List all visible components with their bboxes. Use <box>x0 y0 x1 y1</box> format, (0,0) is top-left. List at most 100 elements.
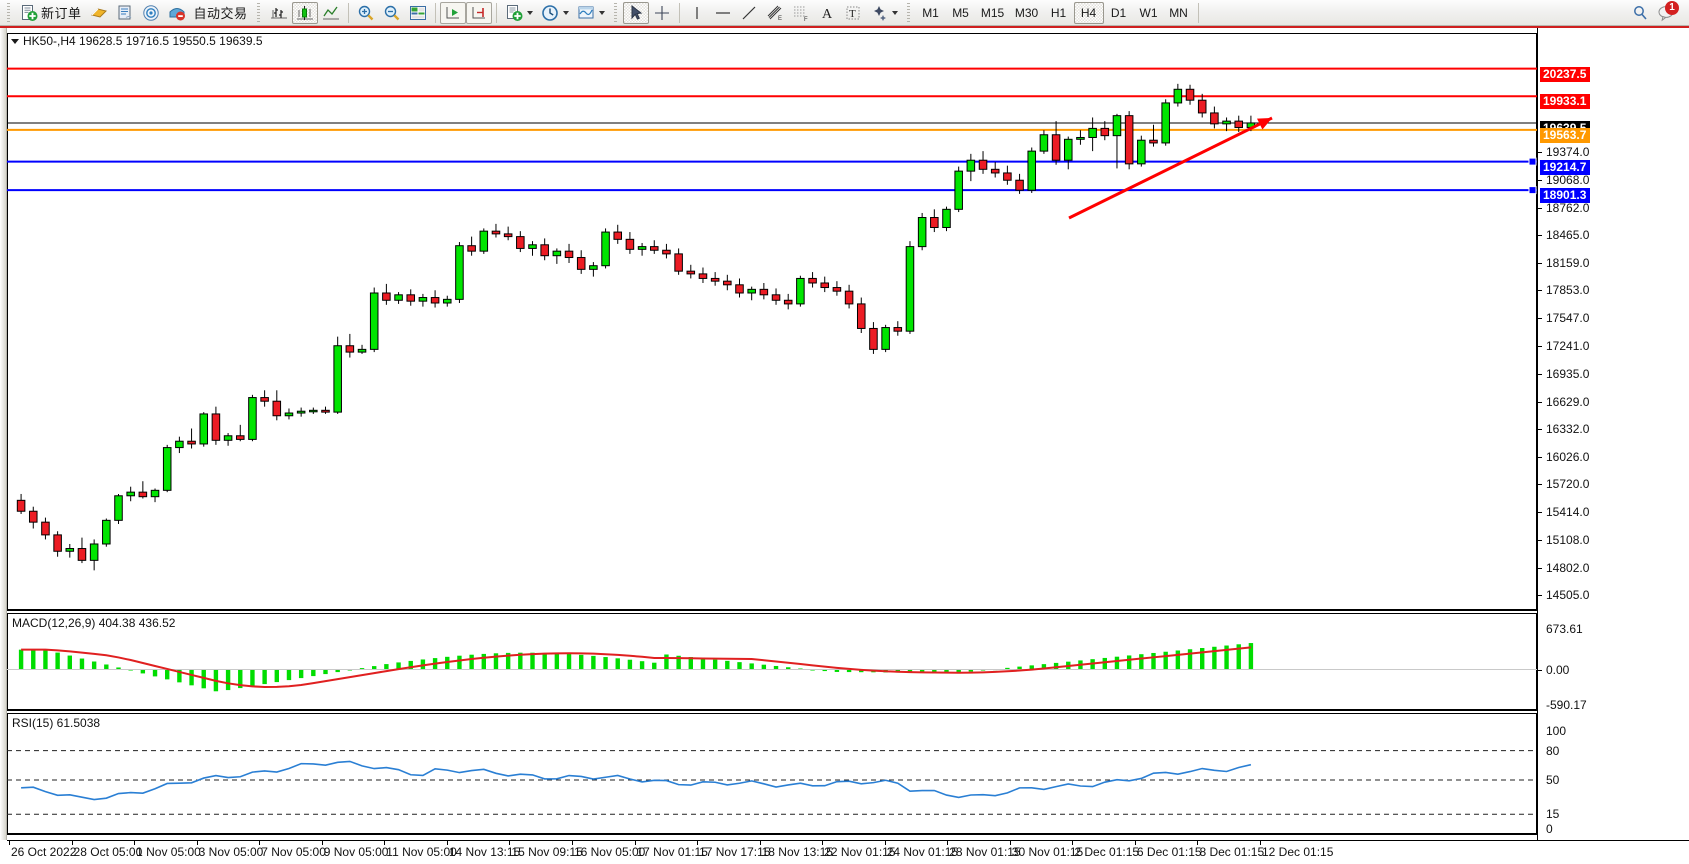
candle <box>162 444 172 493</box>
chart-vertical-scrollbar[interactable] <box>0 28 7 840</box>
candle <box>503 226 513 241</box>
price-axis[interactable]: 19374.0 19068.0 18762.0 18465.0 18159.0 17853… <box>1537 28 1689 840</box>
trendline-button[interactable] <box>736 2 762 24</box>
macd-histogram-bar <box>1151 652 1156 670</box>
notification-badge[interactable]: 1 <box>1657 0 1679 22</box>
macd-histogram-bar <box>530 652 535 670</box>
candle <box>1039 130 1049 154</box>
candle <box>735 278 744 298</box>
price-level-chip-resistance[interactable]: 20237.5 <box>1540 66 1591 82</box>
chart-window[interactable]: HK50-,H4 19628.5 19716.5 19550.5 19639.5… <box>0 26 1689 864</box>
timeframe-button-h1[interactable]: H1 <box>1044 2 1074 24</box>
toolbar-grip-2[interactable] <box>254 2 263 23</box>
horizontal-line-button[interactable] <box>710 2 736 24</box>
timeframe-button-h4[interactable]: H4 <box>1073 1 1104 24</box>
axis-tick <box>1538 179 1542 181</box>
zoom-out-button[interactable] <box>379 2 405 24</box>
candle <box>467 236 476 256</box>
price-axis-label: 15414.0 <box>1546 505 1590 520</box>
candle <box>1222 117 1231 132</box>
macd-histogram-bar <box>1126 655 1132 670</box>
signals-button[interactable] <box>138 2 164 24</box>
macd-histogram-bar <box>457 655 462 670</box>
trend-arrow[interactable] <box>1068 116 1273 220</box>
vertical-line-button[interactable] <box>684 2 710 24</box>
axis-tick <box>1538 207 1542 209</box>
chart-shift-end-button[interactable] <box>465 1 492 24</box>
fibonacci-button[interactable]: F <box>788 2 814 24</box>
chart-plot-area[interactable]: HK50-,H4 19628.5 19716.5 19550.5 19639.5… <box>7 28 1689 840</box>
shapes-button[interactable] <box>866 2 902 24</box>
notifications-button[interactable]: 1 <box>1653 0 1681 24</box>
timeframe-button-m5[interactable]: M5 <box>946 2 976 24</box>
macd-histogram-bar <box>932 669 937 673</box>
bar-chart-button[interactable] <box>266 2 292 24</box>
macd-histogram-bar <box>1041 664 1047 670</box>
price-level-chip-pivot[interactable]: 19563.7 <box>1540 127 1591 143</box>
auto-scroll-button[interactable] <box>439 1 466 24</box>
data-window-button[interactable] <box>112 2 138 24</box>
candle <box>1003 165 1012 185</box>
rsi-axis-label: 0 <box>1546 822 1553 836</box>
text-label-button[interactable]: T <box>840 2 866 24</box>
toolbar-grip-3[interactable] <box>611 2 620 23</box>
price-level-chip-support[interactable]: 19214.7 <box>1540 159 1591 175</box>
candle <box>53 531 62 557</box>
timeframe-button-d1[interactable]: D1 <box>1104 2 1134 24</box>
candle <box>479 228 489 254</box>
crosshair-tool-button[interactable] <box>649 2 675 24</box>
timeframe-label: W1 <box>1139 5 1158 20</box>
equidistant-channel-button[interactable]: E <box>762 2 788 24</box>
text-tool-button[interactable]: A <box>814 2 840 24</box>
equidistant-channel-icon: E <box>766 4 784 22</box>
market-button[interactable] <box>164 2 190 24</box>
timeframe-button-w1[interactable]: W1 <box>1134 2 1164 24</box>
chevron-down-icon[interactable] <box>526 10 533 15</box>
zoom-in-button[interactable] <box>353 2 379 24</box>
candle <box>28 506 38 529</box>
chevron-down-icon[interactable] <box>562 10 569 15</box>
timeframe-button-m1[interactable]: M1 <box>916 2 946 24</box>
price-level-chip-support[interactable]: 18901.3 <box>1540 188 1591 204</box>
svg-text:A: A <box>822 7 833 22</box>
indicators-button[interactable] <box>501 2 537 24</box>
candle <box>296 407 306 417</box>
timeframe-button-mn[interactable]: MN <box>1164 2 1194 24</box>
chart-shift-end-icon <box>470 4 488 22</box>
macd-header: MACD(12,26,9) 404.38 436.52 <box>12 617 175 630</box>
candle <box>1051 121 1061 165</box>
price-level-chip-resistance[interactable]: 19933.1 <box>1540 94 1591 110</box>
level-handle[interactable] <box>1528 186 1537 195</box>
chevron-down-icon[interactable] <box>891 10 898 15</box>
cursor-tool-button[interactable] <box>622 1 649 24</box>
new-order-button[interactable]: 新订单 <box>16 2 86 24</box>
candle <box>589 262 598 277</box>
candle <box>917 212 927 251</box>
time-axis-tick <box>1260 841 1261 845</box>
chevron-down-icon[interactable] <box>598 10 605 15</box>
auto-trading-button[interactable]: 自动交易 <box>190 2 252 24</box>
candle <box>284 408 294 420</box>
macd-histogram-bar <box>579 654 584 670</box>
candle <box>759 282 769 300</box>
timeframe-button-m15[interactable]: M15 <box>976 2 1010 24</box>
profile-button[interactable] <box>86 2 112 24</box>
templates-button[interactable] <box>573 2 609 24</box>
macd-histogram-bar <box>627 659 633 670</box>
macd-histogram-bar <box>566 654 572 670</box>
timeframe-button-m30[interactable]: M30 <box>1010 2 1044 24</box>
search-button[interactable] <box>1627 2 1653 24</box>
toolbar-grip-1[interactable] <box>5 2 13 23</box>
period-button[interactable] <box>537 2 573 24</box>
time-axis[interactable]: 26 Oct 2022 28 Oct 05:00 1 Nov 05:00 3 Nov … <box>7 840 1689 864</box>
candle <box>662 243 671 259</box>
chart-window-button[interactable] <box>405 2 431 24</box>
candlestick-chart-button[interactable] <box>291 1 318 24</box>
candle <box>637 242 647 256</box>
line-chart-button[interactable] <box>318 2 344 24</box>
toolbar-grip-4[interactable] <box>904 2 913 23</box>
macd-histogram-bar <box>1200 648 1205 670</box>
level-handle[interactable] <box>1528 157 1537 166</box>
chart-collapse-icon[interactable] <box>11 39 19 45</box>
candle <box>1088 117 1097 152</box>
